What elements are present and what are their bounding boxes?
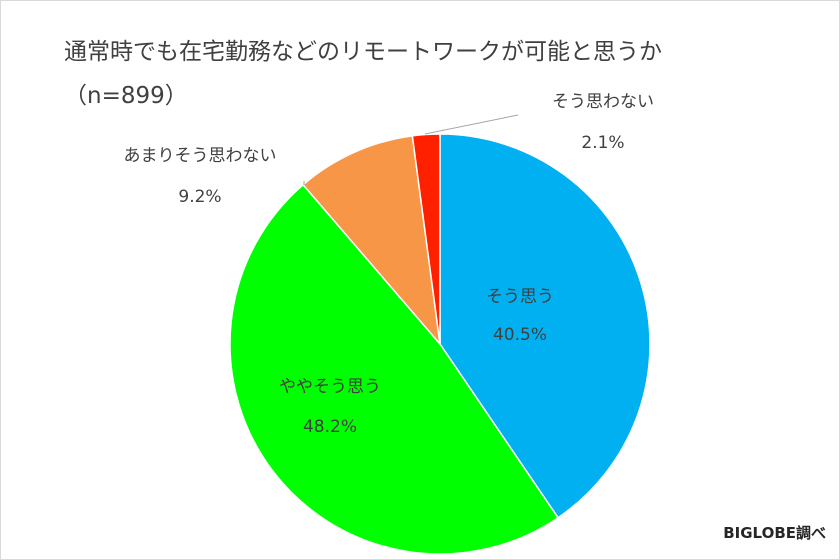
- slice-value-label-3: 9.2%: [178, 187, 221, 207]
- slice-label-3: あまりそう思わない: [124, 146, 277, 166]
- chart-title-block: 通常時でも在宅勤務などのリモートワークが可能と思うか （n=899）: [64, 30, 662, 118]
- slice-value-label-2: 48.2%: [303, 417, 357, 437]
- pie-slice-2: [229, 183, 560, 555]
- slice-value-label-1: 40.5%: [493, 325, 547, 345]
- slice-value-label-4: 2.1%: [581, 133, 624, 153]
- leader-line-4: [424, 114, 519, 135]
- pie-slice-1: [439, 133, 651, 519]
- chart-subtitle: （n=899）: [64, 83, 188, 109]
- slice-label-1: そう思う: [486, 287, 554, 307]
- slice-label-4: そう思わない: [552, 92, 654, 112]
- slice-label-2: ややそう思う: [279, 377, 381, 397]
- pie-slice-3: [302, 134, 442, 347]
- chart-title: 通常時でも在宅勤務などのリモートワークが可能と思うか: [64, 39, 662, 65]
- pie-slice-4: [411, 133, 441, 345]
- source-credit: BIGLOBE調べ: [723, 524, 826, 542]
